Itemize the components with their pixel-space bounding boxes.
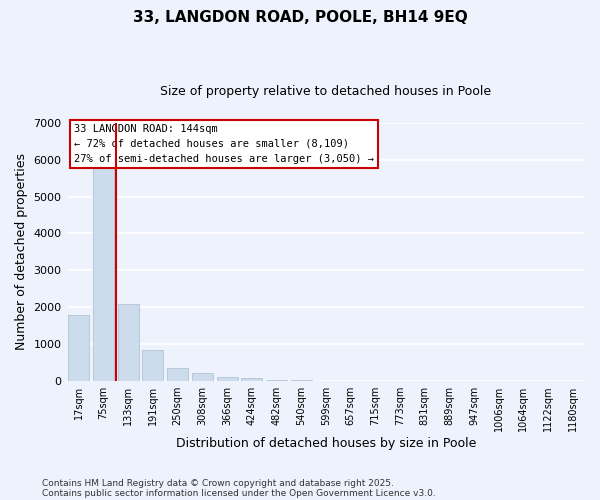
Text: Contains public sector information licensed under the Open Government Licence v3: Contains public sector information licen… [42,488,436,498]
Bar [266,380,287,381]
Bar [192,372,213,381]
Bar [241,378,262,381]
Bar [118,304,139,381]
Text: 33, LANGDON ROAD, POOLE, BH14 9EQ: 33, LANGDON ROAD, POOLE, BH14 9EQ [133,10,467,25]
Bar [217,377,238,381]
Title: Size of property relative to detached houses in Poole: Size of property relative to detached ho… [160,85,491,98]
Bar [167,368,188,381]
X-axis label: Distribution of detached houses by size in Poole: Distribution of detached houses by size … [176,437,476,450]
Bar [142,350,163,381]
Y-axis label: Number of detached properties: Number of detached properties [15,154,28,350]
Text: Contains HM Land Registry data © Crown copyright and database right 2025.: Contains HM Land Registry data © Crown c… [42,478,394,488]
Text: 33 LANGDON ROAD: 144sqm
← 72% of detached houses are smaller (8,109)
27% of semi: 33 LANGDON ROAD: 144sqm ← 72% of detache… [74,124,374,164]
Bar [93,166,114,381]
Bar [290,380,311,381]
Bar [68,316,89,381]
